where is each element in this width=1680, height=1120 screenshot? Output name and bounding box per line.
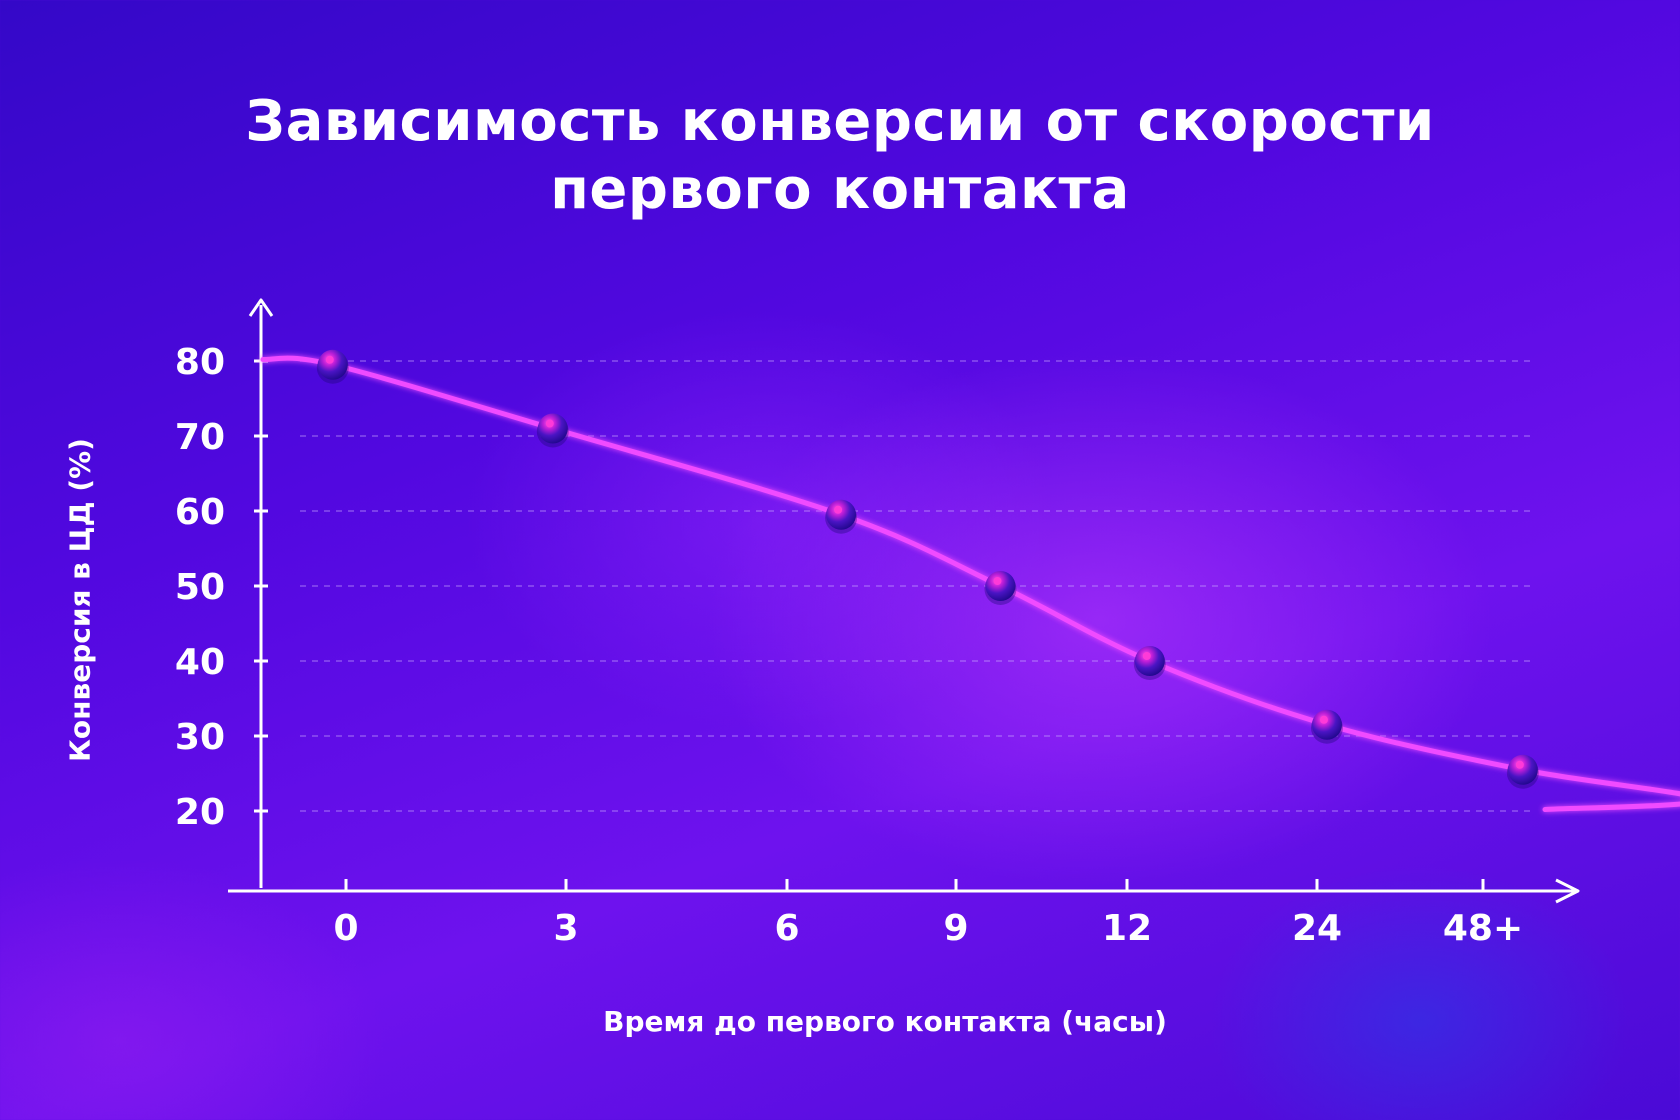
data-point-marker (985, 571, 1016, 601)
x-tick-label: 12 (1102, 908, 1152, 949)
data-point (1310, 709, 1343, 744)
x-axis-label: Время до первого контакта (часы) (603, 1005, 1167, 1038)
chart-title-line-2: первого контакта (550, 157, 1130, 222)
x-tick-label: 6 (774, 908, 799, 949)
axes (228, 298, 1580, 904)
data-point (316, 349, 349, 384)
y-tick-label: 30 (175, 717, 225, 758)
x-tick-label: 9 (943, 908, 968, 949)
data-point-highlight (325, 355, 334, 364)
data-point-marker (537, 413, 568, 444)
data-point-highlight (1319, 715, 1328, 724)
x-tick-label: 48+ (1443, 908, 1523, 949)
y-tick-label: 70 (175, 417, 225, 458)
x-tick-label: 3 (553, 908, 578, 949)
y-tick-label: 40 (175, 642, 225, 683)
series-line (260, 355, 1680, 812)
data-point-highlight (1515, 760, 1524, 769)
chart-title-line-1: Зависимость конверсии от скорости (245, 89, 1435, 154)
data-point-marker (1507, 754, 1538, 785)
x-tick-label: 0 (333, 908, 358, 949)
data-point-highlight (834, 505, 843, 514)
data-points (316, 349, 1539, 789)
data-point (536, 413, 569, 448)
grid-lines (300, 360, 1535, 812)
data-point-marker (317, 349, 348, 380)
data-point-marker (1134, 646, 1165, 676)
x-tick-labels: 0 3 6 9 12 24 48+ (333, 879, 1523, 949)
data-point-marker (1311, 709, 1342, 740)
x-axis-arrow (1555, 878, 1580, 904)
y-axis-label: Конверсия в ЦД (%) (63, 438, 97, 762)
data-point-highlight (1142, 652, 1151, 660)
y-axis-arrow (248, 298, 274, 317)
data-point (1506, 754, 1539, 789)
data-point-highlight (545, 419, 554, 428)
y-tick-labels: 20 30 40 50 60 70 80 (175, 342, 268, 833)
data-point (825, 499, 858, 534)
chart-title: Зависимость конверсии от скорости первог… (0, 88, 1680, 224)
y-tick-label: 20 (175, 792, 225, 833)
y-tick-label: 50 (175, 567, 225, 608)
x-tick-label: 24 (1292, 908, 1342, 949)
data-point-highlight (993, 577, 1002, 585)
y-tick-label: 80 (175, 342, 225, 383)
data-point (1133, 646, 1166, 680)
data-point-marker (826, 499, 857, 530)
data-point (984, 571, 1017, 605)
y-tick-label: 60 (175, 492, 225, 533)
